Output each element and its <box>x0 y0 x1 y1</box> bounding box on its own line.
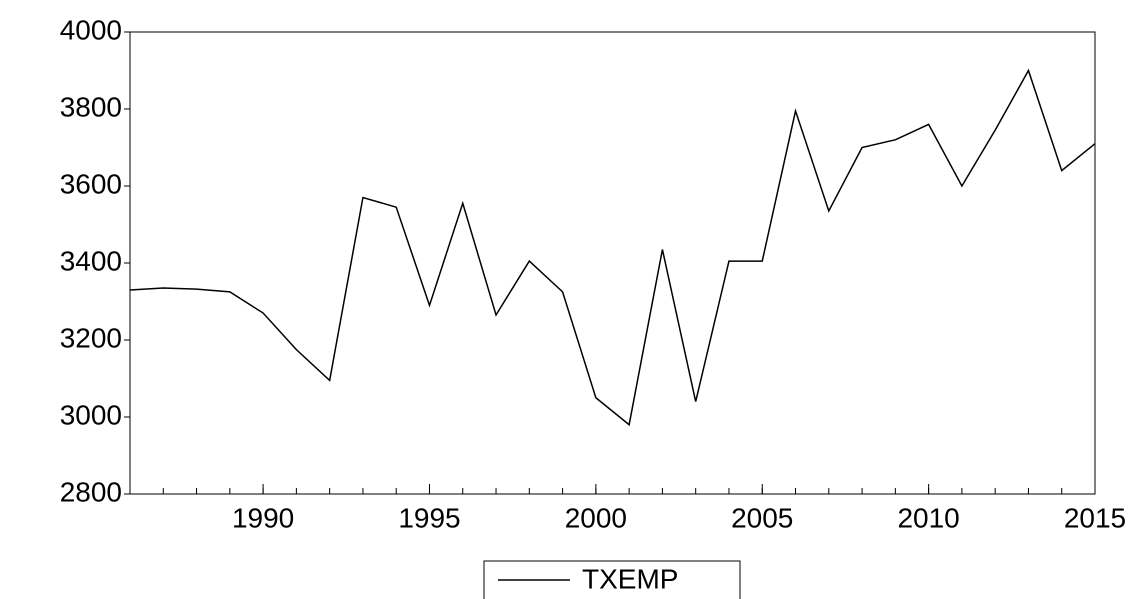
series-line <box>129 68 1096 427</box>
y-tick-label: 3000 <box>60 399 122 430</box>
y-tick-label: 3600 <box>60 168 122 199</box>
y-tick-label: 4000 <box>60 14 122 45</box>
y-tick-label: 3800 <box>60 91 122 122</box>
x-tick-label: 2010 <box>897 502 959 533</box>
x-tick-label: 2000 <box>565 502 627 533</box>
x-tick-label: 1990 <box>232 502 294 533</box>
legend-label: TXEMP <box>582 563 678 594</box>
y-tick-label: 3400 <box>60 245 122 276</box>
x-tick-label: 2015 <box>1064 502 1126 533</box>
y-tick-label: 3200 <box>60 322 122 353</box>
x-tick-label: 1995 <box>398 502 460 533</box>
plot-frame <box>129 31 1096 495</box>
x-tick-label: 2005 <box>731 502 793 533</box>
y-tick-label: 2800 <box>60 476 122 507</box>
